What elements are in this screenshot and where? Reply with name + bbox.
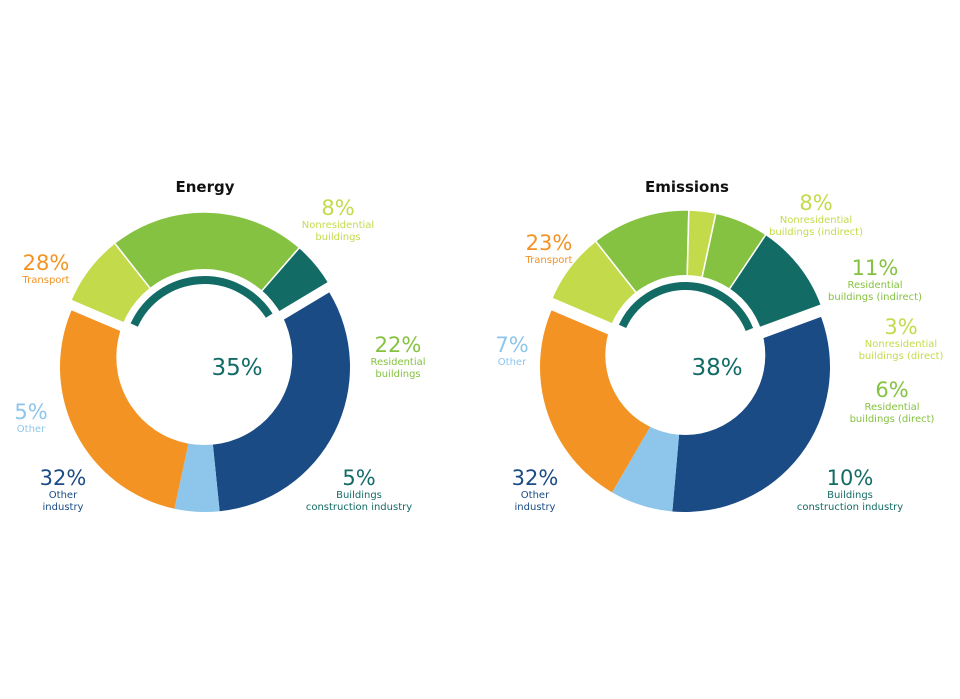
donut-hole-center	[623, 299, 748, 424]
slice-category-label: Nonresidential	[780, 215, 852, 226]
slice-category-label: buildings (indirect)	[769, 227, 863, 238]
pie-chart-energy: Energy35%8%Nonresidentialbuildings22%Res…	[14, 178, 425, 513]
slice-category-label: construction industry	[306, 502, 412, 513]
slice-percent-label: 6%	[875, 378, 908, 402]
center-label: 35%	[211, 355, 262, 381]
slice-category-label: Buildings	[827, 490, 873, 501]
slice-percent-label: 32%	[40, 466, 87, 490]
chart-title: Emissions	[645, 178, 729, 196]
slice-category-label: Other	[49, 490, 78, 501]
slice-percent-label: 5%	[14, 400, 47, 424]
slice-category-label: Residential	[370, 357, 425, 368]
donut-hole-center	[134, 292, 275, 433]
slice-category-label: Residential	[864, 402, 919, 413]
slice-percent-label: 7%	[495, 333, 528, 357]
slice-percent-label: 3%	[884, 315, 917, 339]
slice-category-label: buildings	[315, 232, 360, 243]
slice-category-label: Transport	[525, 255, 573, 266]
slice-category-label: industry	[43, 502, 84, 513]
slice-category-label: Transport	[22, 275, 70, 286]
slice-category-label: Buildings	[336, 490, 382, 501]
buildings-share-arc	[130, 276, 273, 327]
slice-percent-label: 10%	[827, 466, 874, 490]
slice-percent-label: 23%	[526, 231, 573, 255]
slice-category-label: Nonresidential	[302, 220, 374, 231]
slice-category-label: Other	[498, 357, 527, 368]
slice-category-label: Other	[17, 424, 46, 435]
buildings-share-arc	[618, 282, 754, 332]
chart-title: Energy	[175, 178, 234, 196]
center-label: 38%	[691, 355, 742, 381]
slice-category-label: Nonresidential	[865, 339, 937, 350]
slice-percent-label: 22%	[375, 333, 422, 357]
slice-category-label: buildings (direct)	[850, 414, 935, 425]
slice-category-label: Residential	[847, 280, 902, 291]
slice-category-label: buildings (indirect)	[828, 292, 922, 303]
slice-percent-label: 5%	[342, 466, 375, 490]
slice-percent-label: 8%	[799, 191, 832, 215]
slice-category-label: buildings (direct)	[859, 351, 944, 362]
slice-percent-label: 28%	[23, 251, 70, 275]
slice-category-label: industry	[515, 502, 556, 513]
slice-category-label: Other	[521, 490, 550, 501]
slice-percent-label: 11%	[852, 256, 899, 280]
slice-percent-label: 8%	[321, 196, 354, 220]
slice-category-label: construction industry	[797, 502, 903, 513]
slice-percent-label: 32%	[512, 466, 559, 490]
slice-category-label: buildings	[375, 369, 420, 380]
